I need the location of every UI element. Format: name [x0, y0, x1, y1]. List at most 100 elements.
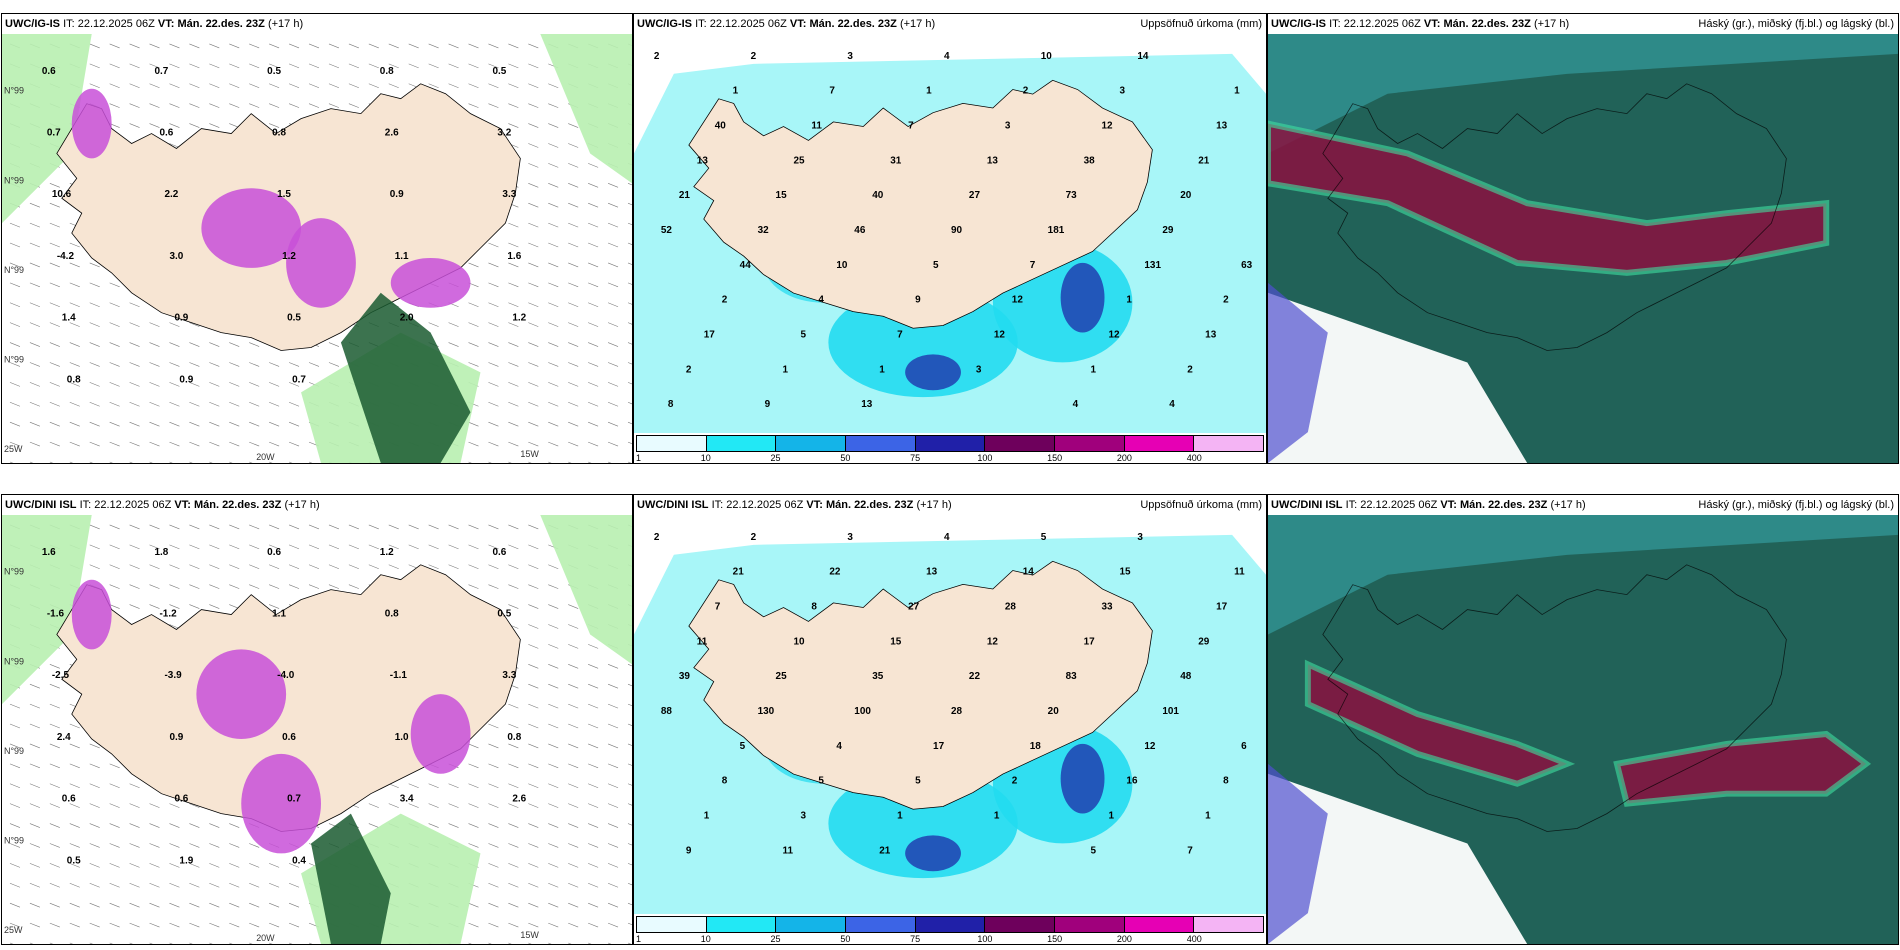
wind-barb	[468, 902, 479, 908]
value-label: 10	[836, 260, 848, 271]
colorbar-swatch	[846, 435, 916, 452]
wind-barb	[29, 242, 40, 248]
it-label: IT:	[711, 499, 724, 511]
wind-barb	[189, 524, 200, 530]
value-label: 0.9	[169, 732, 183, 743]
wind-barb	[568, 863, 579, 868]
wind-barb	[607, 262, 619, 268]
wind-barb	[328, 524, 340, 530]
wind-barb	[468, 922, 479, 928]
cloud-map[interactable]	[1268, 515, 1898, 944]
wind-map-svg: 1.6 1.8 0.6 1.2 0.6 -1.6 -1.2 1.1 0.8 0.5 -2.5 -3.9…	[2, 515, 632, 944]
cloud-edge	[1304, 659, 1872, 807]
precip-cell	[71, 88, 112, 159]
wind-barb	[29, 222, 40, 228]
wind-barb	[9, 922, 21, 928]
wind-barb	[149, 103, 160, 108]
value-label: 73	[1066, 190, 1078, 201]
value-label: 1.8	[155, 547, 169, 558]
value-label: 1	[1126, 295, 1132, 306]
wind-barb	[568, 202, 579, 208]
wind-barb	[269, 544, 280, 550]
value-label: 2	[1023, 86, 1029, 97]
wind-barb	[508, 342, 519, 347]
wind-barb	[488, 421, 499, 427]
wind-barb	[428, 564, 439, 570]
wind-barb	[528, 922, 539, 928]
wind-barb	[249, 63, 260, 69]
wind-barb	[627, 823, 632, 826]
wind-barb	[288, 421, 300, 427]
wind-barb	[29, 202, 40, 208]
wind-barb	[249, 362, 260, 367]
wind-barb	[9, 843, 21, 848]
wind-barb	[548, 843, 559, 848]
wind-barb	[288, 103, 300, 108]
wind-barb	[288, 564, 300, 570]
wind-barb	[209, 63, 220, 69]
wind-barb	[9, 723, 21, 729]
wind-barb	[29, 461, 34, 463]
wind-barb	[607, 863, 619, 868]
value-label: 3.3	[502, 670, 516, 681]
colorbar-swatch	[1055, 916, 1125, 933]
wind-barb	[508, 863, 519, 868]
wind-barb	[249, 441, 260, 447]
wind-barb	[89, 743, 100, 749]
wind-barb	[588, 723, 599, 729]
value-label: 29	[1162, 225, 1174, 236]
panel-header: UWC/IG-IS IT: 22.12.2025 06Z VT: Mán. 22…	[1268, 14, 1898, 34]
cloud-edge	[1268, 120, 1830, 276]
wind-barb	[149, 843, 160, 848]
wind-barb	[129, 564, 140, 570]
wind-barb	[607, 683, 619, 689]
wind-barb	[249, 402, 260, 407]
precip-map[interactable]: 2 2 3 4 10 14 1 1 7 1 2 3 13 40 11 7 3 12 21 13 25 31 13 38 20 21…	[634, 34, 1266, 433]
wind-barb	[548, 322, 559, 327]
value-label: 12	[994, 329, 1006, 340]
wind-barb	[528, 763, 539, 769]
iceland-land	[688, 79, 1153, 329]
wind-barb	[308, 544, 320, 550]
colorbar-tick-label: 75	[910, 934, 921, 944]
wind-barb	[408, 803, 419, 808]
wind-barb	[548, 644, 559, 649]
wind-barb	[508, 402, 519, 407]
wind-barb	[548, 863, 559, 868]
precip-cell	[241, 753, 321, 854]
wind-barb	[249, 342, 260, 347]
wind-barb	[129, 441, 140, 447]
model-name: UWC/DINI ISL	[1271, 499, 1343, 511]
wind-barb	[149, 922, 160, 928]
value-label: 1.4	[62, 313, 76, 324]
wind-barb	[249, 382, 260, 387]
wind-barb	[308, 362, 320, 367]
wind-barb	[488, 823, 499, 828]
colorbar-tick-label: 10	[700, 453, 711, 463]
value-label: 21	[879, 845, 891, 856]
wind-barb	[209, 382, 220, 387]
wind-barb	[189, 103, 200, 108]
wind-barb	[49, 883, 60, 888]
precip-map[interactable]: 2 2 3 4 5 3 11 21 22 13 14 15 17 7 8 27 28 33 29 11 10 15 12 17…	[634, 515, 1266, 914]
wind-map[interactable]: 1.6 1.8 0.6 1.2 0.6 -1.6 -1.2 1.1 0.8 0.5 -2.5 -3.9…	[2, 515, 632, 944]
wind-barb	[89, 262, 100, 268]
wind-barb	[9, 803, 21, 808]
wind-barb	[69, 441, 80, 447]
wind-barb	[69, 302, 80, 308]
wind-barb	[9, 942, 14, 944]
value-label: 15	[1119, 567, 1131, 578]
wind-map[interactable]: 0.6 0.7 0.5 0.8 0.5 0.7 0.6 0.8 2.6 3.2 10.6 2.2 1.5…	[2, 34, 632, 463]
wind-barb	[588, 843, 599, 848]
colorbar-swatch	[636, 916, 707, 933]
wind-barb	[229, 421, 240, 427]
wind-barb	[448, 803, 459, 808]
value-label: 0.5	[267, 66, 281, 77]
wind-barb	[588, 922, 599, 928]
cloud-map[interactable]	[1268, 34, 1898, 463]
wind-barb	[29, 843, 40, 848]
wind-barb	[568, 902, 579, 908]
wind-barb	[528, 664, 539, 669]
colorbar-swatch	[846, 916, 916, 933]
wind-barb	[69, 242, 80, 248]
